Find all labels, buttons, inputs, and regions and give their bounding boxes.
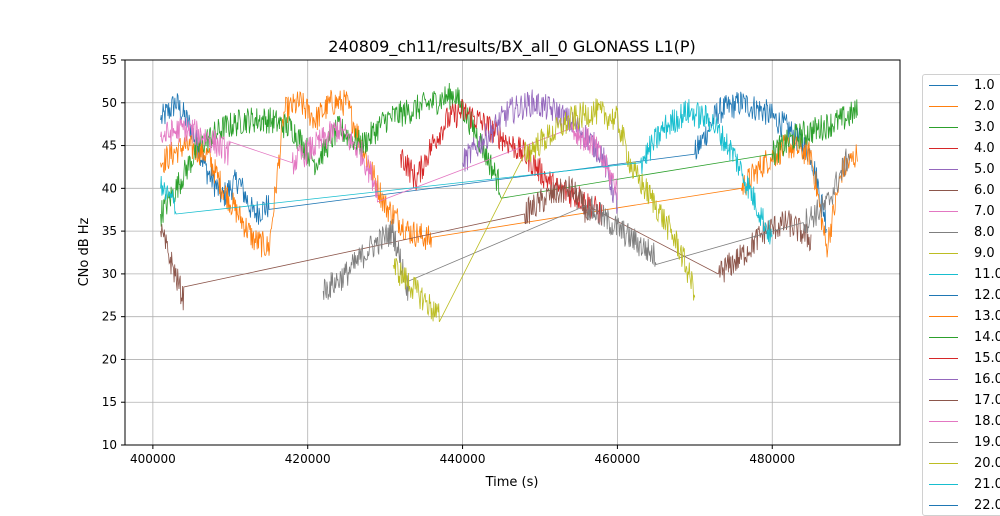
legend-item: 12.0 xyxy=(923,285,1000,305)
legend-item: 2.0 xyxy=(923,96,995,116)
legend-line-icon xyxy=(929,504,958,506)
legend-label: 5.0 xyxy=(974,161,995,177)
legend-label: 12.0 xyxy=(974,287,1000,303)
legend-item: 13.0 xyxy=(923,306,1000,326)
legend-label: 18.0 xyxy=(974,413,1000,429)
legend-label: 1.0 xyxy=(974,77,995,93)
legend-line-icon xyxy=(929,189,958,191)
legend-label: 7.0 xyxy=(974,203,995,219)
legend-label: 16.0 xyxy=(974,371,1000,387)
legend-label: 3.0 xyxy=(974,119,995,135)
y-tick-label: 20 xyxy=(102,352,117,366)
legend-label: 2.0 xyxy=(974,98,995,114)
legend-label: 13.0 xyxy=(974,308,1000,324)
y-tick-label: 30 xyxy=(102,267,117,281)
x-tick-label: 400000 xyxy=(130,452,176,466)
legend-item: 22.0 xyxy=(923,495,1000,515)
series-line-7.0 xyxy=(160,117,618,203)
legend-line-icon xyxy=(929,315,958,317)
legend-label: 8.0 xyxy=(974,224,995,240)
legend-item: 20.0 xyxy=(923,453,1000,473)
legend-item: 7.0 xyxy=(923,201,995,221)
series-line-4.0 xyxy=(400,98,603,225)
legend-item: 15.0 xyxy=(923,348,1000,368)
legend-item: 14.0 xyxy=(923,327,1000,347)
ticks: 400000 420000 440000 460000 480000 10 15 20 25 30… xyxy=(102,53,795,466)
x-tick-label: 480000 xyxy=(749,452,795,466)
x-tick-label: 420000 xyxy=(285,452,331,466)
y-tick-label: 25 xyxy=(102,310,117,324)
legend-line-icon xyxy=(929,168,958,170)
chart: 400000 420000 440000 460000 480000 10 15 20 25 30… xyxy=(77,37,901,490)
plot-frame xyxy=(124,59,901,446)
legend-line-icon xyxy=(929,252,958,254)
legend-item: 8.0 xyxy=(923,222,995,242)
y-tick-label: 35 xyxy=(102,224,117,238)
legend-line-icon xyxy=(929,273,958,275)
legend-item: 5.0 xyxy=(923,159,995,179)
legend-label: 19.0 xyxy=(974,434,1000,450)
legend-line-icon xyxy=(929,462,958,464)
legend-label: 4.0 xyxy=(974,140,995,156)
legend-line-icon xyxy=(929,294,958,296)
legend-item: 17.0 xyxy=(923,390,1000,410)
x-tick-label: 440000 xyxy=(440,452,486,466)
legend-line-icon xyxy=(929,441,958,443)
series-line-3.0 xyxy=(160,82,858,227)
y-tick-label: 45 xyxy=(102,139,117,153)
x-tick-label: 460000 xyxy=(595,452,641,466)
legend-item: 3.0 xyxy=(923,117,995,137)
series-group xyxy=(160,82,858,323)
chart-title: 240809_ch11/results/BX_all_0 GLONASS L1(… xyxy=(328,37,696,57)
series-line-2.0 xyxy=(160,89,858,258)
legend-line-icon xyxy=(929,126,958,128)
legend-label: 17.0 xyxy=(974,392,1000,408)
y-tick-label: 10 xyxy=(102,438,117,452)
legend-item: 21.0 xyxy=(923,474,1000,494)
legend-item: 16.0 xyxy=(923,369,1000,389)
y-tick-label: 40 xyxy=(102,181,117,195)
legend-line-icon xyxy=(929,378,958,380)
x-axis-label: Time (s) xyxy=(485,475,539,490)
y-tick-label: 15 xyxy=(102,395,117,409)
legend-line-icon xyxy=(929,357,958,359)
y-tick-label: 55 xyxy=(102,53,117,67)
legend-label: 21.0 xyxy=(974,476,1000,492)
y-tick-label: 50 xyxy=(102,96,117,110)
legend-item: 19.0 xyxy=(923,432,1000,452)
legend-label: 6.0 xyxy=(974,182,995,198)
series-line-8.0 xyxy=(322,148,851,301)
legend-line-icon xyxy=(929,483,958,485)
legend-line-icon xyxy=(929,84,958,86)
legend-line-icon xyxy=(929,231,958,233)
series-line-5.0 xyxy=(462,89,618,214)
legend-line-icon xyxy=(929,210,958,212)
series-line-1.0 xyxy=(160,91,827,234)
legend-item: 4.0 xyxy=(923,138,995,158)
legend-item: 11.0 xyxy=(923,264,1000,284)
legend-line-icon xyxy=(929,105,958,107)
legend-label: 20.0 xyxy=(974,455,1000,471)
legend-label: 9.0 xyxy=(974,245,995,261)
legend-line-icon xyxy=(929,399,958,401)
legend: 1.0 2.0 3.0 4.0 5.0 6.0 7.0 8.0 9.0 11.0 12.0 13.0 1… xyxy=(922,74,1000,516)
legend-line-icon xyxy=(929,336,958,338)
legend-line-icon xyxy=(929,420,958,422)
legend-item: 18.0 xyxy=(923,411,1000,431)
y-axis-label: CNo dB Hz xyxy=(77,217,92,286)
legend-item: 9.0 xyxy=(923,243,995,263)
legend-label: 11.0 xyxy=(974,266,1000,282)
legend-item: 6.0 xyxy=(923,180,995,200)
series-line-11.0 xyxy=(160,99,773,245)
legend-label: 15.0 xyxy=(974,350,1000,366)
legend-label: 14.0 xyxy=(974,329,1000,345)
series-line-9.0 xyxy=(392,98,696,323)
legend-line-icon xyxy=(929,147,958,149)
legend-item: 1.0 xyxy=(923,75,995,95)
